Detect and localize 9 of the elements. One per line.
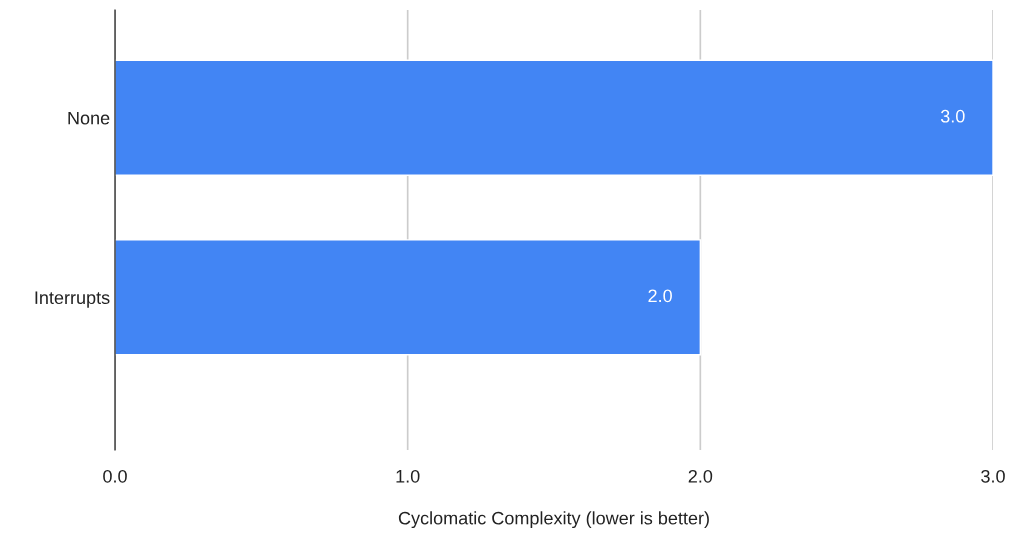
x-axis-title: Cyclomatic Complexity (lower is better) bbox=[398, 511, 709, 529]
x-tick-label: 2.0 bbox=[688, 469, 713, 483]
y-tick-label: Interrupts bbox=[35, 291, 110, 308]
x-tick-label: 0.0 bbox=[103, 469, 127, 483]
x-tick-label: 1.0 bbox=[396, 469, 420, 483]
x-tick-label: 3.0 bbox=[981, 469, 1005, 483]
data-label: 3.0 bbox=[940, 109, 965, 123]
data-label: 2.0 bbox=[648, 289, 672, 303]
y-tick-label: None bbox=[68, 111, 110, 125]
